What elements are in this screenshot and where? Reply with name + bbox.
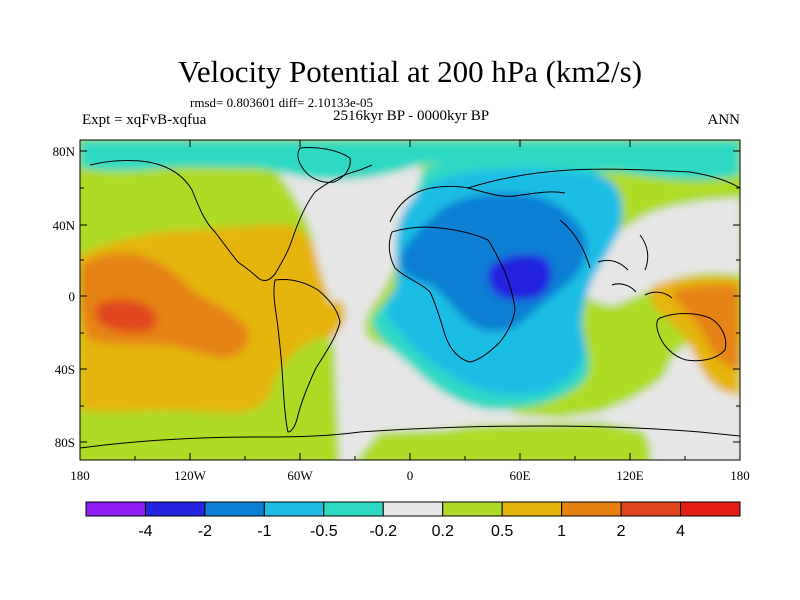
lat-ticks (80, 150, 740, 443)
level-neg-4-2 (487, 254, 552, 301)
maritime-continent-outline (611, 283, 673, 299)
lon-label-180e: 180 (730, 468, 750, 483)
colorbar-label: -1 (257, 523, 271, 540)
lon-label-60e: 60E (510, 468, 531, 483)
colorbar-label: -4 (138, 523, 152, 540)
colorbar-swatch (85, 501, 146, 517)
australia-outline (656, 313, 727, 362)
colorbar-swatch (263, 501, 325, 517)
stats-label: rmsd= 0.803601 diff= 2.10133e-05 (190, 95, 373, 110)
colorbar-swatch (382, 501, 444, 517)
colorbar-swatch (204, 501, 265, 517)
level-1-2-west-pacific (673, 284, 740, 370)
south-america-outline (273, 279, 341, 433)
lat-label-0: 0 (69, 289, 76, 304)
africa-outline (388, 226, 516, 363)
colorbar-label: 1 (557, 523, 566, 540)
lon-ticks (79, 140, 686, 460)
lat-label-80s: 80S (55, 435, 75, 450)
colorbar: -4 -2 -1 -0.5 -0.2 0.2 0.5 1 2 4 (85, 501, 741, 540)
lat-label-40s: 40S (55, 362, 75, 377)
lat-labels: 80N 40N 0 40S 80S (53, 144, 76, 450)
colorbar-label: 0.2 (432, 523, 454, 540)
lon-label-180w: 180 (70, 468, 90, 483)
greenland-outline (297, 147, 351, 183)
level-neutral-indopacific (565, 198, 740, 305)
colorbar-swatch (501, 501, 563, 517)
colorbar-label: 2 (617, 523, 626, 540)
colorbar-label: 4 (676, 523, 685, 540)
level-neg-2-1 (399, 193, 587, 332)
figure-title: Velocity Potential at 200 hPa (km2/s) (178, 54, 642, 89)
contour-field (80, 140, 740, 460)
lat-label-40n: 40N (53, 218, 76, 233)
experiment-label: Expt = xqFvB-xqfua (82, 112, 207, 128)
lon-label-120e: 120E (616, 468, 644, 483)
colorbar-swatch (442, 501, 503, 517)
colorbar-label: -0.2 (369, 523, 397, 540)
colorbar-label: -2 (198, 523, 212, 540)
colorbar-swatch (620, 501, 682, 517)
level-2-4-east-pacific (95, 299, 157, 333)
season-label: ANN (708, 112, 741, 128)
coastlines (80, 147, 740, 449)
lon-label-60w: 60W (287, 468, 313, 483)
asia-outline (467, 168, 740, 271)
colorbar-label: -0.5 (310, 523, 338, 540)
level-0.5-1-south-america (281, 290, 346, 339)
colorbar-label: 0.5 (491, 523, 513, 540)
lon-label-0: 0 (407, 468, 414, 483)
lon-label-120w: 120W (174, 468, 207, 483)
colorbar-swatch (144, 501, 206, 517)
level-neutral-atlantic (270, 160, 740, 460)
colorbar-swatch (561, 501, 622, 517)
lon-labels: 180 120W 60W 0 60E 120E 180 (70, 468, 750, 483)
level-1-2-east-pacific (80, 253, 249, 358)
colorbar-swatch (680, 501, 741, 517)
lat-label-80n: 80N (53, 144, 76, 159)
north-america-outline (89, 159, 373, 282)
period-label: 2516kyr BP - 0000kyr BP (333, 108, 489, 124)
antarctica-outline (80, 425, 740, 449)
colorbar-swatch (323, 501, 384, 517)
